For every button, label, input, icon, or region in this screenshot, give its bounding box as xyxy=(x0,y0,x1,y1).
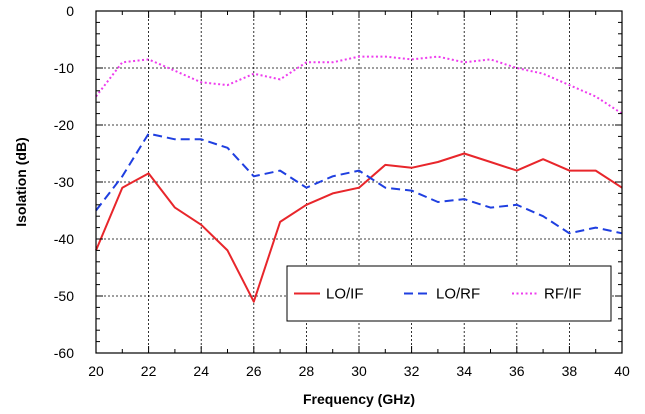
legend-items: LO/IF LO/RF RF/IF xyxy=(294,286,582,303)
legend: LO/IF LO/RF RF/IF xyxy=(286,265,612,322)
x-tick-label: 22 xyxy=(141,363,157,379)
x-tick-label: 26 xyxy=(246,363,262,379)
x-tick-label: 34 xyxy=(456,363,472,379)
legend-label: RF/IF xyxy=(544,286,582,303)
axis-ticks xyxy=(95,10,623,354)
y-tick-label: -50 xyxy=(54,288,74,304)
y-tick-label: -40 xyxy=(54,231,74,247)
legend-label: LO/RF xyxy=(436,286,480,303)
x-tick-label: 20 xyxy=(88,363,104,379)
x-tick-label: 30 xyxy=(351,363,367,379)
series-line-lo-rf xyxy=(95,132,623,235)
x-tick-label: 32 xyxy=(404,363,420,379)
y-axis-title: Isolation (dB) xyxy=(13,137,29,226)
y-tick-label: -60 xyxy=(54,345,74,361)
x-tick-label: 40 xyxy=(614,363,630,379)
series-lines xyxy=(95,55,623,303)
series-line-rf-if xyxy=(95,55,623,115)
x-tick-label: 28 xyxy=(299,363,315,379)
series-line-lo-if xyxy=(95,152,623,303)
y-tick-label: -30 xyxy=(54,174,74,190)
y-tick-label: 0 xyxy=(66,3,74,19)
legend-label: LO/IF xyxy=(326,286,364,303)
y-tick-label: -20 xyxy=(54,117,74,133)
x-tick-label: 38 xyxy=(562,363,578,379)
y-tick-labels: 0 -10 -20 -30 -40 -50 -60 xyxy=(54,3,74,361)
x-axis-title: Frequency (GHz) xyxy=(303,391,415,407)
y-tick-label: -10 xyxy=(54,60,74,76)
x-tick-labels: 20 22 24 26 28 30 32 34 36 38 40 xyxy=(88,363,630,379)
x-tick-label: 24 xyxy=(193,363,209,379)
x-tick-label: 36 xyxy=(509,363,525,379)
legend-box xyxy=(286,265,612,322)
